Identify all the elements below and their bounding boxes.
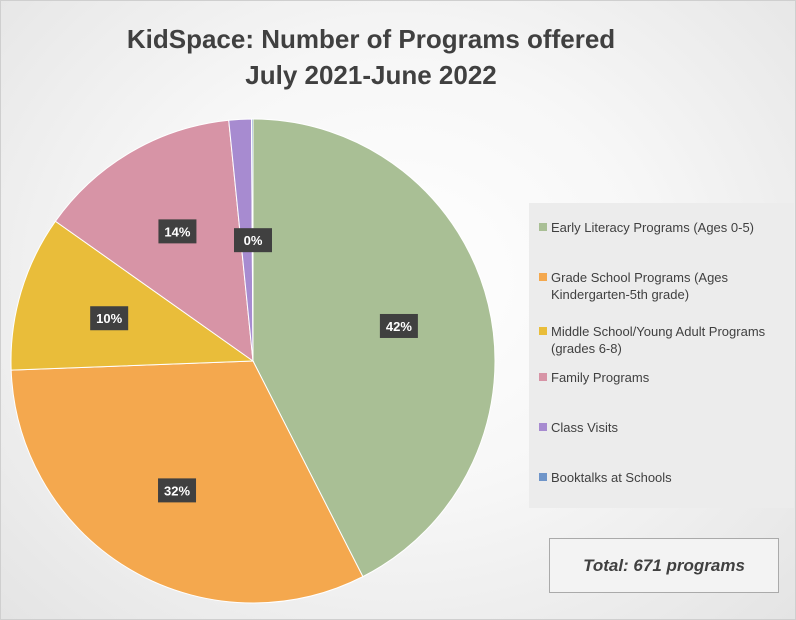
legend-swatch [539, 223, 547, 231]
data-label-box [379, 313, 418, 338]
legend-swatch [539, 327, 547, 335]
legend-label: Class Visits [551, 420, 618, 435]
legend: Early Literacy Programs (Ages 0-5) Grade … [529, 203, 794, 508]
data-label-middle-school-young-adult-programs-grades-6-8: 10% [90, 306, 129, 331]
legend-label: Family Programs [551, 370, 650, 385]
legend-label: Middle School/Young Adult Programs (grad… [551, 324, 766, 356]
legend-swatch [539, 273, 547, 281]
pie-slice-booktalks-at-schools [250, 118, 254, 362]
legend-swatch [539, 423, 547, 431]
data-label-grade-school-programs-ages-kindergarten-5th-grade: 32% [158, 478, 197, 503]
legend-label: Booktalks at Schools [551, 470, 672, 485]
pie-slices [10, 118, 496, 604]
legend-swatch [539, 373, 547, 381]
data-label-text: 42% [386, 319, 412, 334]
data-label-early-literacy-programs-ages-0-5: 42% [379, 313, 418, 338]
data-label-box [234, 228, 272, 253]
pie-slice-early-literacy-programs-ages-0-5 [252, 118, 496, 578]
legend-label: Grade School Programs (Ages Kindergarten… [551, 270, 729, 302]
data-label-box [158, 219, 197, 244]
chart-title: KidSpace: Number of Programs offered Jul… [61, 21, 681, 93]
data-label-text: 0% [244, 233, 263, 248]
legend-swatch [539, 473, 547, 481]
chart-title-line-2: July 2021-June 2022 [245, 60, 497, 90]
data-label-box [158, 478, 197, 503]
chart-title-line-1: KidSpace: Number of Programs offered [126, 24, 616, 54]
data-label-text: 14% [164, 224, 190, 239]
legend-label: Early Literacy Programs (Ages 0-5) [551, 220, 755, 235]
data-label-text: 32% [164, 483, 190, 498]
data-label-text: 10% [96, 311, 122, 326]
total-annotation: Total: 671 programs [549, 538, 779, 593]
data-label-box [90, 306, 129, 331]
data-label-class-visits: 0% [234, 228, 272, 253]
data-label-family-programs: 14% [158, 219, 197, 244]
pie-slice-family-programs [54, 119, 254, 363]
pie-slice-middle-school-young-adult-programs-grades-6-8 [10, 220, 255, 371]
pie-data-labels: 42% 32% 10% 14% 0% [90, 219, 418, 503]
